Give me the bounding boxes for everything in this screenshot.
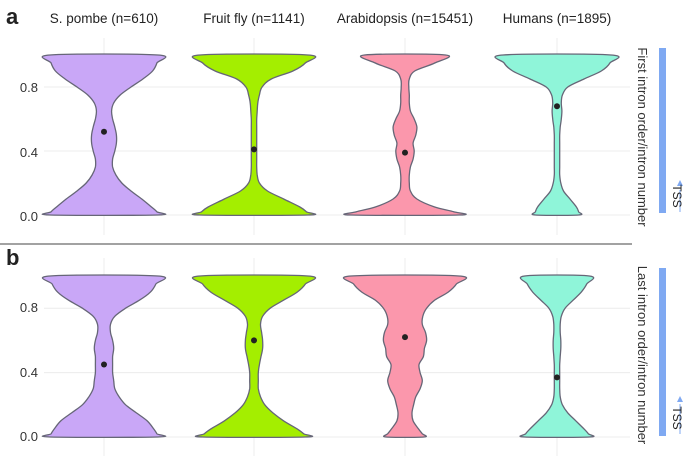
- panel-letter-b: b: [6, 245, 19, 270]
- panel-a-ytick-1: 0.4: [20, 145, 38, 160]
- column-header-arabidopsis: Arabidopsis (n=15451): [337, 11, 473, 26]
- median-dot-a-s-pombe: [101, 128, 107, 135]
- panel-b-strip-label: Last intron order/intron number: [635, 266, 650, 445]
- violin-a-fruit-fly: [191, 53, 317, 217]
- column-header-humans: Humans (n=1895): [503, 11, 611, 26]
- panel-a-violins: [41, 53, 620, 217]
- panel-b-ytick-2: 0.8: [20, 300, 38, 315]
- panel-letter-a: a: [6, 4, 19, 29]
- panel-a-ytick-2: 0.8: [20, 80, 38, 95]
- column-header-fruit-fly: Fruit fly (n=1141): [203, 11, 304, 26]
- panel-b-ytick-0: 0.0: [20, 429, 38, 444]
- panel-b: 0.0 0.4 0.8 Last intron order/intron num…: [20, 258, 684, 456]
- column-header-s-pombe: S. pombe (n=610): [50, 11, 158, 26]
- panel-b-violins: [41, 274, 595, 439]
- panel-a: 0.0 0.4 0.8 First intron order/intron nu…: [20, 38, 684, 235]
- median-dot-b-fruit-fly: [251, 337, 257, 344]
- median-dot-b-humans: [554, 374, 560, 381]
- median-dot-b-arabidopsis: [402, 334, 408, 341]
- violin-a-arabidopsis: [343, 53, 467, 217]
- panel-a-tss-bar: [659, 48, 666, 213]
- median-dot-a-fruit-fly: [251, 146, 257, 153]
- panel-a-tss-arrowhead: [677, 180, 683, 186]
- violin-b-arabidopsis: [342, 274, 468, 439]
- panel-a-ytick-0: 0.0: [20, 209, 38, 224]
- panel-b-ytick-1: 0.4: [20, 365, 38, 380]
- median-dot-a-arabidopsis: [402, 149, 408, 156]
- panel-b-tss-arrowhead: [677, 396, 683, 402]
- panel-b-tss-label: TSS: [670, 406, 684, 429]
- violin-a-humans: [494, 53, 620, 217]
- violin-b-fruit-fly: [191, 274, 317, 439]
- violin-b-s-pombe: [41, 274, 167, 439]
- median-dot-b-s-pombe: [101, 361, 107, 368]
- panel-b-tss-bar: [659, 268, 666, 436]
- median-dot-a-humans: [554, 103, 560, 110]
- panel-a-tss-label: TSS: [670, 184, 684, 207]
- violin-b-humans: [519, 274, 595, 439]
- panel-a-strip-label: First intron order/intron number: [635, 47, 650, 227]
